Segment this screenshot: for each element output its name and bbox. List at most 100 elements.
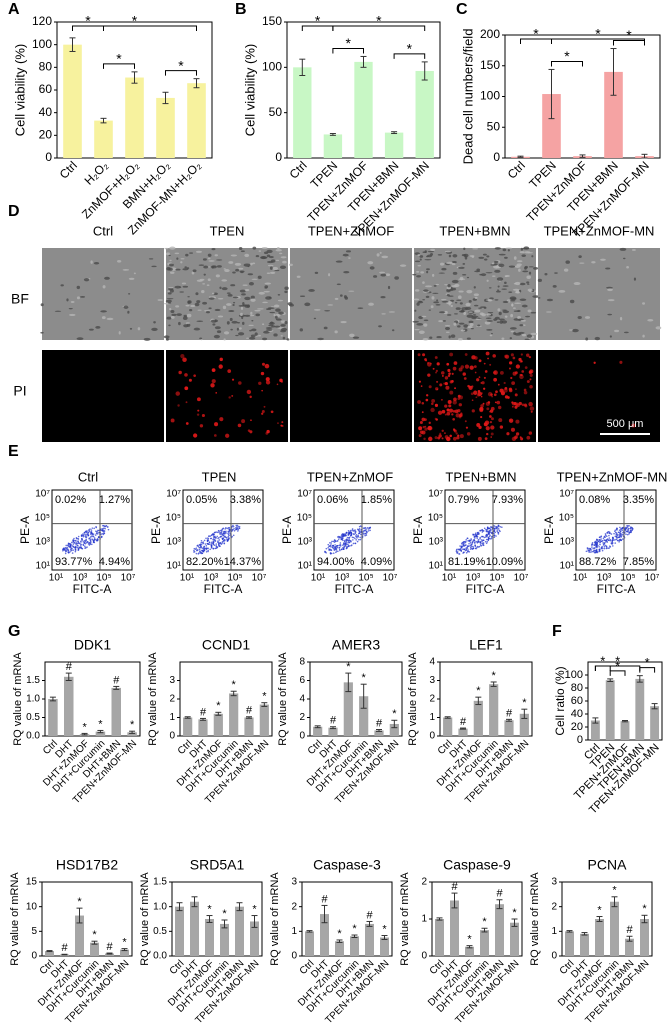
- event: [203, 539, 206, 542]
- pi-cell: [468, 385, 473, 390]
- event: [222, 527, 225, 530]
- event: [86, 541, 89, 543]
- cell: [513, 256, 517, 260]
- event: [597, 540, 600, 543]
- pi-cell: [473, 390, 478, 395]
- cell: [530, 311, 537, 314]
- y-tick-label: 40: [571, 708, 583, 720]
- pi-cell: [476, 378, 480, 382]
- cell: [430, 248, 436, 252]
- pi-cell: [175, 391, 180, 396]
- event: [463, 548, 466, 550]
- cell: [460, 310, 465, 313]
- cell: [232, 271, 236, 274]
- event: [618, 541, 620, 543]
- bar: [465, 946, 474, 956]
- cell: [450, 285, 458, 288]
- event: [89, 538, 92, 541]
- pi-cell: [515, 388, 517, 390]
- pi-cell: [471, 399, 474, 402]
- bar: [175, 906, 184, 956]
- significance-mark: *: [315, 13, 321, 29]
- y-tick-label: 0.0: [153, 951, 167, 962]
- cell: [249, 314, 255, 317]
- bf-image: [42, 248, 164, 340]
- cell: [487, 312, 494, 314]
- cell: [519, 324, 524, 327]
- event: [336, 540, 338, 542]
- pi-cell: [458, 403, 462, 407]
- significance-mark: #: [366, 909, 373, 921]
- cell: [129, 327, 133, 330]
- bar: [565, 931, 574, 956]
- significance-bracket: [551, 60, 583, 67]
- event: [218, 530, 220, 532]
- event: [340, 548, 343, 551]
- cell: [477, 324, 481, 327]
- event: [232, 525, 235, 528]
- event: [203, 549, 206, 552]
- cell: [414, 328, 420, 331]
- event: [591, 543, 593, 546]
- cell: [508, 265, 516, 268]
- event: [598, 550, 600, 553]
- pi-cell: [490, 417, 494, 421]
- event: [82, 535, 85, 538]
- event: [74, 539, 77, 542]
- cell: [277, 293, 281, 296]
- cell: [527, 283, 530, 285]
- pi-cell: [265, 380, 271, 385]
- cell: [420, 271, 425, 274]
- event: [354, 542, 356, 545]
- cell: [278, 311, 284, 315]
- quadrant-percent: 82.20%: [186, 556, 224, 568]
- event: [600, 538, 602, 540]
- event: [339, 549, 341, 552]
- cell: [228, 310, 235, 313]
- pi-cell: [431, 398, 436, 403]
- x-tick-label: 10⁵: [620, 573, 635, 584]
- event: [335, 551, 337, 554]
- pi-cell: [170, 418, 175, 423]
- cell: [526, 281, 530, 284]
- y-tick-label: 50: [269, 105, 283, 119]
- event: [342, 548, 345, 551]
- event: [617, 539, 619, 542]
- event: [80, 544, 82, 546]
- significance-mark: *: [642, 903, 647, 915]
- event: [489, 531, 491, 534]
- pi-cell: [521, 370, 525, 373]
- event: [621, 533, 624, 536]
- cell: [524, 265, 528, 269]
- cell: [532, 295, 540, 298]
- cell: [501, 320, 508, 324]
- pi-cell: [448, 408, 453, 413]
- cell: [270, 321, 274, 325]
- pi-cell: [490, 432, 494, 436]
- x-tick-label: 10⁵: [358, 573, 373, 584]
- event: [332, 546, 334, 548]
- pi-cell: [421, 411, 424, 414]
- event: [72, 539, 75, 541]
- event: [65, 550, 68, 552]
- cell: [391, 329, 395, 332]
- cell: [230, 328, 233, 331]
- cell: [181, 282, 187, 285]
- event: [86, 546, 88, 548]
- cell: [600, 258, 606, 261]
- cell: [175, 305, 180, 308]
- cell: [347, 257, 351, 259]
- cell: [504, 315, 508, 318]
- event: [474, 544, 476, 546]
- y-tick-label: 0.5: [153, 926, 167, 937]
- significance-mark: *: [85, 13, 91, 29]
- event: [221, 542, 224, 544]
- pi-cell: [521, 403, 525, 407]
- bar: [105, 953, 114, 956]
- event: [224, 528, 226, 530]
- cell: [526, 275, 532, 279]
- event: [236, 530, 239, 532]
- bar: [190, 901, 199, 956]
- cell: [266, 249, 273, 254]
- significance-mark: *: [207, 903, 212, 915]
